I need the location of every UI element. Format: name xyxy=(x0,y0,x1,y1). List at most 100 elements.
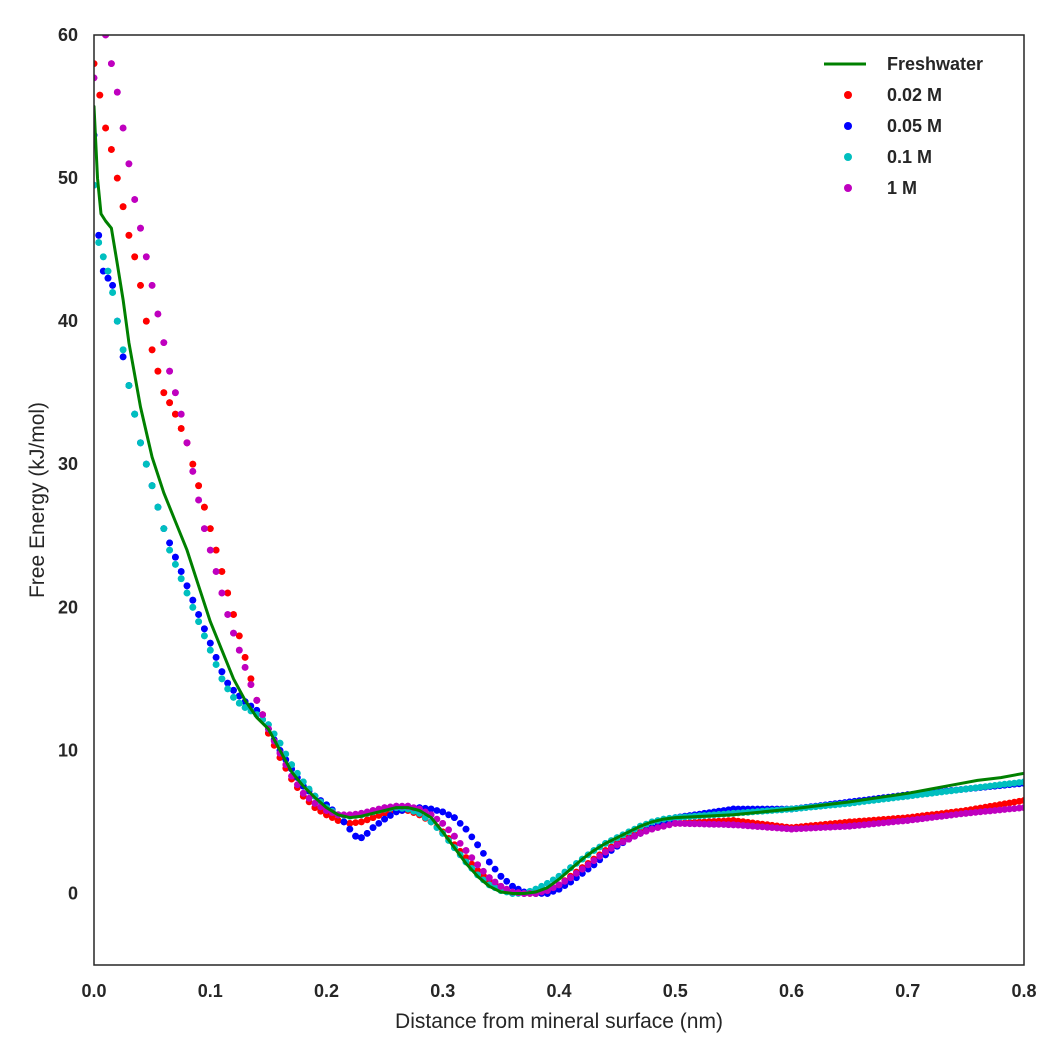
series-dot xyxy=(485,858,493,866)
series-dot xyxy=(201,525,208,532)
series-dot xyxy=(230,629,237,637)
series-dot xyxy=(148,346,156,354)
series-dot xyxy=(846,822,853,830)
legend-dot-marker xyxy=(844,153,852,161)
series-dot xyxy=(744,822,752,830)
series-dot xyxy=(189,603,197,611)
series-dot xyxy=(195,611,203,618)
series-dot xyxy=(235,699,243,707)
series-dot xyxy=(224,611,232,618)
series-dot xyxy=(427,805,435,813)
series-dot xyxy=(352,832,359,840)
series-dot xyxy=(607,845,615,852)
series-dot xyxy=(710,820,718,828)
series-dot xyxy=(183,589,191,597)
legend-item-1-m: 1 M xyxy=(844,178,917,198)
series-dot xyxy=(363,816,371,824)
series-dot xyxy=(456,840,464,847)
legend-label: 1 M xyxy=(887,178,917,198)
series-dot xyxy=(870,820,878,828)
series-dot xyxy=(104,267,112,275)
series-dot xyxy=(96,91,104,99)
series-dot xyxy=(1001,806,1008,813)
series-dot xyxy=(160,389,168,397)
series-dot xyxy=(578,865,586,873)
series-dot xyxy=(387,812,394,819)
series-dot xyxy=(1020,797,1024,804)
series-dot xyxy=(691,820,698,828)
series-dot xyxy=(880,819,887,827)
series-dot xyxy=(503,885,511,893)
series-dot xyxy=(224,589,232,597)
series-dot xyxy=(749,822,757,830)
series-dot xyxy=(177,575,185,583)
series-dot xyxy=(705,820,713,828)
series-dot xyxy=(497,882,505,890)
series-dot xyxy=(113,88,121,96)
y-tick-label: 20 xyxy=(58,597,78,617)
series-dot xyxy=(812,824,820,832)
series-dot xyxy=(212,568,220,575)
series-dot xyxy=(725,821,732,829)
legend-dot-marker xyxy=(844,184,852,192)
y-tick-label: 50 xyxy=(58,168,78,188)
series-dot xyxy=(462,847,470,854)
series-dot xyxy=(247,675,255,683)
series-dot xyxy=(102,124,109,132)
legend-item-0-05-m: 0.05 M xyxy=(844,116,942,136)
series-dot xyxy=(125,382,133,389)
series-dot xyxy=(218,675,226,683)
series-dot xyxy=(299,789,307,797)
series-dot xyxy=(183,439,191,447)
series-dot xyxy=(817,824,824,831)
series-dot xyxy=(613,841,621,849)
series-dot xyxy=(369,814,377,821)
series-dot xyxy=(375,820,383,827)
series-dot xyxy=(451,832,458,840)
series-dot xyxy=(195,482,203,490)
series-dot xyxy=(480,850,487,857)
series-dot xyxy=(734,821,742,829)
series-dot xyxy=(94,74,98,82)
y-axis-ticks: 0 10 20 30 40 50 60 xyxy=(58,25,78,903)
x-tick-label: 0.1 xyxy=(198,981,223,1001)
series-dot xyxy=(109,282,116,289)
series-dot xyxy=(206,525,214,532)
series-layer xyxy=(94,35,1024,897)
series-dot xyxy=(358,818,365,826)
legend-item-0-1-m: 0.1 M xyxy=(844,147,932,167)
series-dot xyxy=(119,203,127,211)
series-dot xyxy=(212,654,220,661)
series-dot xyxy=(102,35,109,39)
series-dot xyxy=(596,852,604,860)
series-dot xyxy=(137,282,144,289)
series-dot xyxy=(247,681,255,688)
series-dot xyxy=(836,823,844,831)
x-tick-label: 0.4 xyxy=(546,981,571,1001)
legend-dot-marker xyxy=(844,122,852,130)
series-dot xyxy=(218,568,226,575)
series-dot xyxy=(154,367,162,375)
series-dot xyxy=(177,410,185,418)
series-dot xyxy=(561,877,569,885)
legend-item-freshwater: Freshwater xyxy=(824,54,983,74)
series-dot xyxy=(807,824,815,832)
series-dot xyxy=(166,546,174,554)
series-dot xyxy=(166,539,174,547)
series-dot xyxy=(468,854,476,862)
series-dot xyxy=(802,825,810,832)
series-dot xyxy=(177,568,185,575)
plot-frame xyxy=(93,34,1025,966)
series-dot xyxy=(590,857,598,864)
series-dot xyxy=(201,632,208,640)
series-dot xyxy=(177,425,185,432)
series-dot xyxy=(172,410,179,418)
series-dot xyxy=(137,439,144,447)
series-dot xyxy=(235,632,243,640)
series-dot xyxy=(241,654,249,661)
series-dot xyxy=(584,861,592,869)
series-dot xyxy=(491,865,499,873)
series-dot xyxy=(792,825,800,833)
series-dot xyxy=(977,808,984,816)
